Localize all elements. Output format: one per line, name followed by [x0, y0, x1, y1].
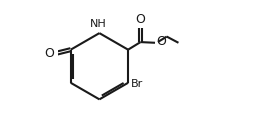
Text: O: O — [156, 35, 166, 48]
Text: O: O — [44, 47, 54, 60]
Text: Br: Br — [131, 79, 143, 89]
Text: NH: NH — [90, 19, 107, 29]
Text: O: O — [136, 13, 146, 26]
